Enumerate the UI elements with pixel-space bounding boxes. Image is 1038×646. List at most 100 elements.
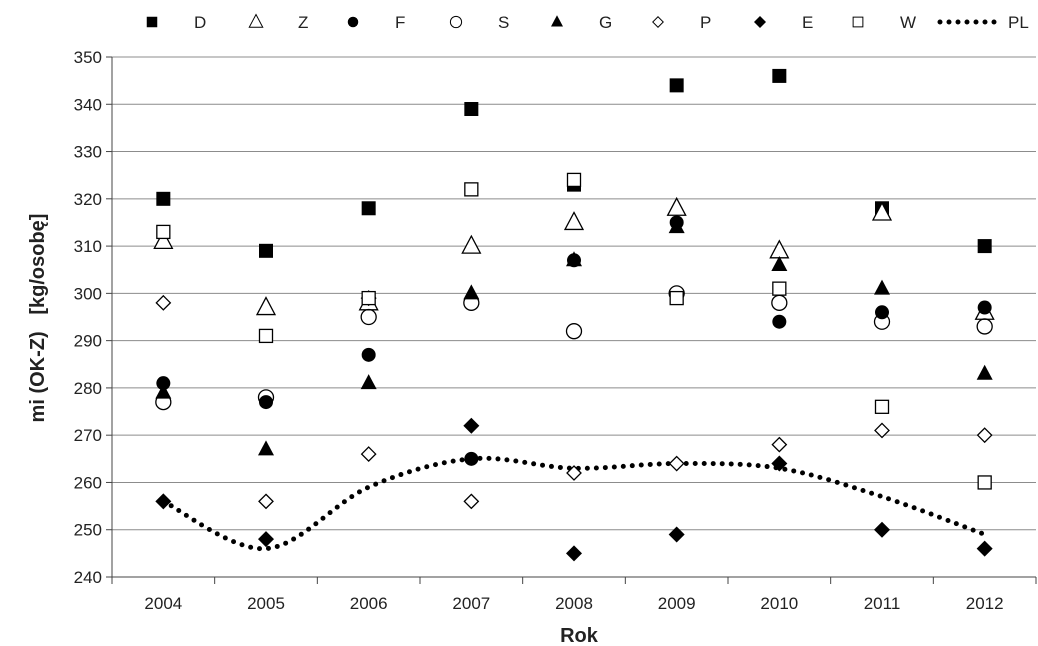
point-z (769, 239, 790, 259)
legend-symbol (146, 16, 158, 28)
point-s (360, 308, 377, 326)
legend-label: PL (1008, 13, 1029, 32)
point-f (156, 376, 171, 391)
point-d (669, 78, 684, 93)
x-tick-label: 2011 (864, 594, 901, 613)
legend-label: D (194, 13, 206, 32)
point-w (669, 290, 684, 306)
point-d (156, 191, 171, 206)
point-p (566, 465, 582, 481)
y-tick-label: 350 (74, 48, 102, 67)
x-tick-label: 2012 (966, 594, 1004, 613)
y-tick-label: 310 (74, 237, 102, 256)
legend-symbol (754, 16, 766, 28)
legend-item-p: P (652, 13, 711, 32)
y-tick-label: 330 (74, 143, 102, 162)
axes (106, 56, 1037, 584)
legend-label: E (802, 13, 813, 32)
point-g (874, 279, 890, 295)
point-d (977, 239, 992, 254)
legend-item-f: F (347, 13, 405, 32)
point-w (464, 182, 479, 197)
series-w (156, 172, 992, 490)
point-w (772, 281, 787, 296)
point-g (463, 284, 480, 300)
point-p (360, 446, 377, 463)
series-d (156, 68, 992, 258)
series-e (155, 290, 993, 562)
point-p (771, 436, 788, 453)
point-e (463, 417, 480, 434)
series-p (155, 294, 993, 510)
point-e (258, 531, 274, 548)
legend-label: W (900, 13, 916, 32)
x-tick-label: 2007 (452, 594, 490, 613)
grid-lines (112, 56, 1036, 578)
point-z (461, 234, 482, 254)
legend: D Z F S G P E W PL (146, 13, 1029, 32)
point-f (464, 451, 479, 466)
legend-symbol (652, 16, 664, 28)
legend-symbol (449, 15, 463, 29)
legend-item-e: E (754, 13, 813, 32)
legend-item-z: Z (248, 13, 308, 32)
legend-item-w: W (852, 13, 916, 32)
series-g (155, 218, 993, 456)
point-g (360, 374, 377, 390)
point-s (257, 389, 275, 406)
point-s (565, 323, 583, 340)
y-tick-label: 260 (74, 473, 102, 492)
legend-label: G (599, 13, 612, 32)
point-g (258, 440, 274, 456)
x-tick-label: 2005 (247, 594, 285, 613)
point-f (361, 347, 376, 362)
point-p (463, 493, 480, 510)
legend-symbol (248, 13, 264, 28)
point-z (563, 211, 585, 231)
point-d (259, 243, 273, 258)
point-w (566, 172, 582, 188)
x-tick-labels: 2004 2005 2006 2007 2008 2009 2010 2011 2012 (144, 594, 1003, 613)
point-p (668, 455, 685, 472)
legend-item-d: D (146, 13, 206, 32)
point-e (566, 545, 582, 562)
x-tick-label: 2009 (658, 594, 696, 613)
point-w (874, 399, 890, 414)
point-z (153, 229, 174, 250)
point-e (976, 540, 993, 557)
legend-symbol (347, 16, 359, 28)
y-tick-label: 270 (74, 426, 102, 445)
point-g (155, 383, 172, 399)
point-e (874, 521, 890, 538)
point-w (156, 224, 171, 240)
y-tick-label: 320 (74, 190, 102, 209)
point-f (259, 395, 273, 410)
point-g (976, 364, 993, 380)
point-f (977, 300, 992, 315)
y-tick-label: 300 (74, 284, 102, 303)
point-z (666, 196, 687, 216)
point-p (155, 294, 172, 311)
legend-item-g: G (551, 13, 612, 32)
point-d (772, 68, 787, 83)
x-tick-label: 2008 (555, 594, 593, 613)
point-s (976, 318, 993, 335)
y-tick-labels: 240 250 260 270 280 290 300 310 320 330 340 350 (74, 48, 102, 587)
legend-label: S (498, 13, 509, 32)
x-axis-title: Rok (560, 625, 599, 646)
point-d (361, 201, 376, 216)
x-tick-label: 2006 (350, 594, 388, 613)
data-series (153, 68, 995, 562)
point-s (771, 294, 788, 311)
y-tick-label: 240 (74, 568, 102, 587)
y-tick-label: 280 (74, 379, 102, 398)
point-e (155, 493, 172, 510)
point-z (871, 201, 893, 221)
point-z (255, 296, 277, 316)
point-w (361, 290, 376, 306)
x-tick-label: 2004 (144, 594, 182, 613)
y-tick-label: 250 (74, 521, 102, 540)
legend-item-pl: PL (937, 13, 1029, 32)
point-p (874, 422, 890, 439)
series-s (155, 285, 993, 411)
